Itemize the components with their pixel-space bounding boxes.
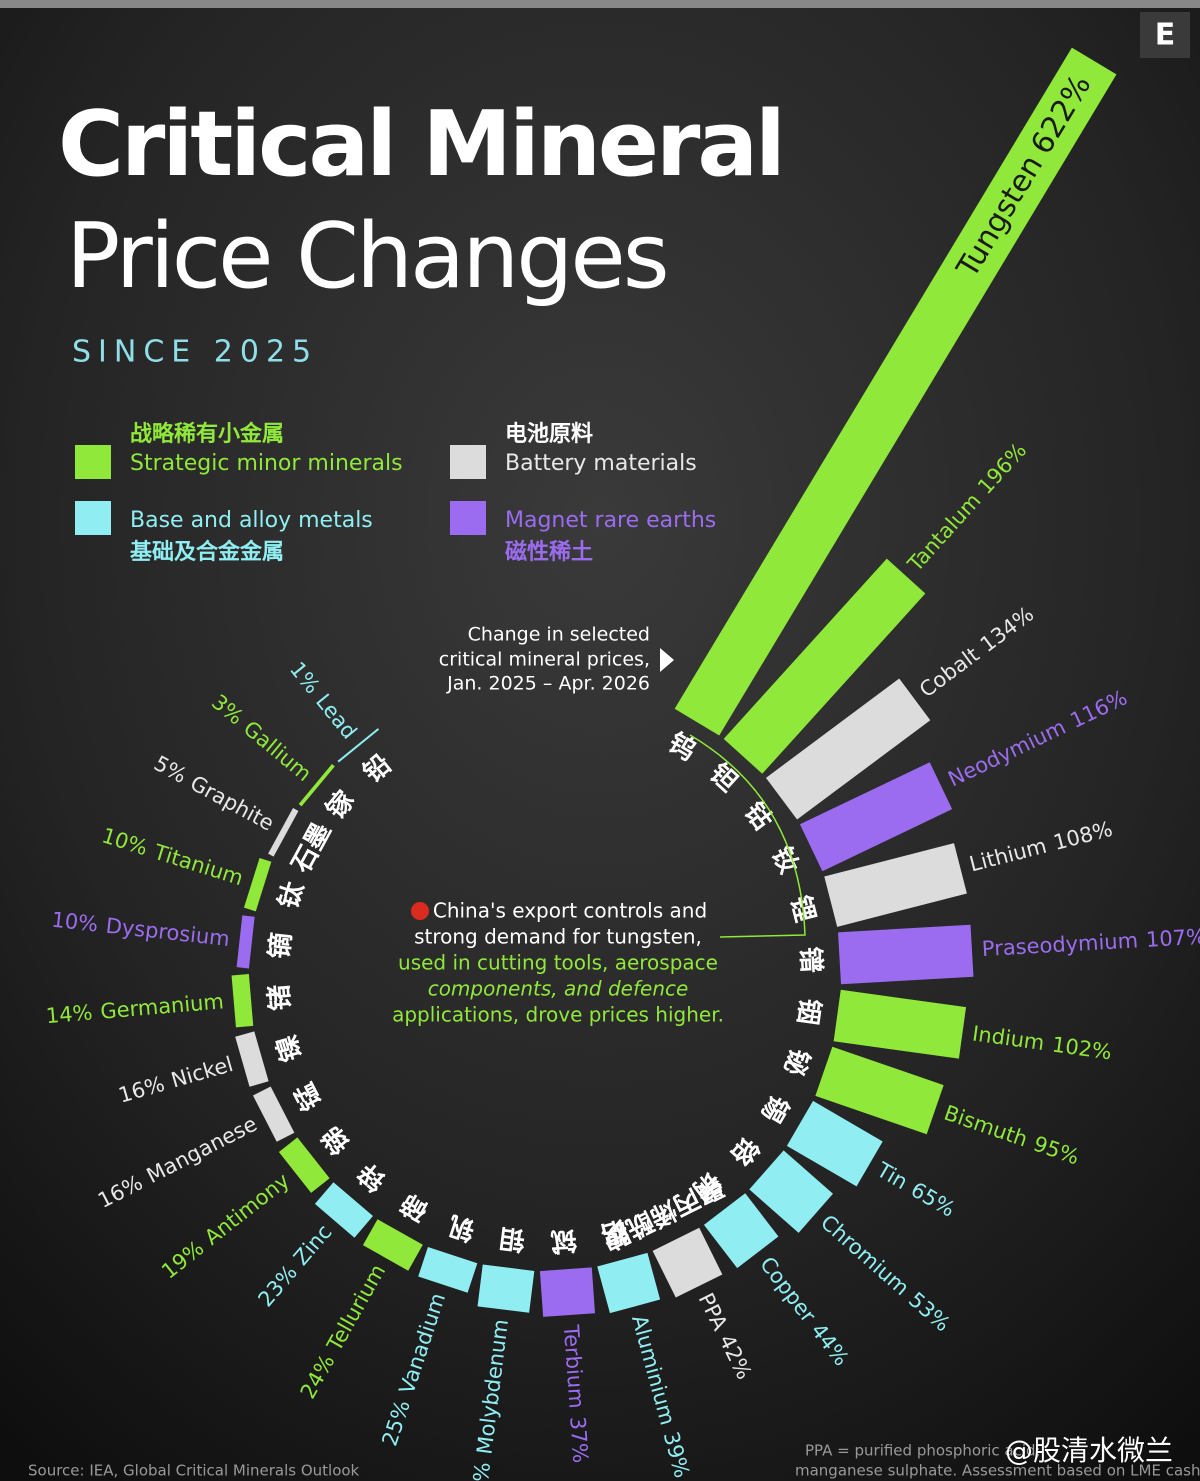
bar-label: Terbium 37% bbox=[559, 1323, 593, 1464]
annotation: China's export controls and bbox=[433, 899, 707, 923]
legend-swatch bbox=[75, 445, 111, 479]
title: Price Changes bbox=[66, 204, 667, 309]
value-label: 37% bbox=[565, 1416, 592, 1464]
bar bbox=[236, 915, 255, 969]
bar bbox=[418, 1247, 478, 1293]
legend-label-zh: 战略稀有小金属 bbox=[130, 421, 284, 447]
annotation: Jan. 2025 – Apr. 2026 bbox=[446, 673, 650, 695]
bar bbox=[749, 1150, 833, 1233]
bar bbox=[824, 843, 967, 927]
bar bbox=[597, 1252, 661, 1314]
annotation: applications, drove prices higher. bbox=[392, 1003, 724, 1027]
legend-label-zh: 电池原料 bbox=[505, 422, 593, 447]
bar bbox=[799, 762, 953, 872]
value-label: 107% bbox=[1145, 924, 1200, 951]
bar bbox=[268, 807, 299, 857]
annotation: components, and defence bbox=[428, 977, 689, 1001]
flag-icon bbox=[411, 902, 429, 920]
legend-label: Battery materials bbox=[505, 451, 697, 476]
legend-swatch bbox=[450, 445, 486, 479]
bar bbox=[652, 1227, 723, 1298]
value-label: 14% bbox=[45, 1000, 94, 1028]
legend-swatch bbox=[450, 501, 486, 535]
bar bbox=[786, 1100, 883, 1187]
annotation: Change in selected bbox=[468, 624, 650, 646]
logo-box bbox=[1140, 12, 1190, 58]
bar bbox=[362, 1219, 423, 1271]
bar bbox=[298, 763, 335, 807]
bar bbox=[243, 858, 272, 912]
category-name-zh: 镨 bbox=[794, 946, 825, 974]
note-connector bbox=[689, 734, 806, 938]
legend-label: Strategic minor minerals bbox=[130, 451, 403, 476]
category-name-zh: 铽 bbox=[550, 1224, 578, 1256]
bar bbox=[235, 1031, 269, 1087]
bar bbox=[765, 678, 931, 820]
category-name-zh: 铟 bbox=[791, 997, 824, 1027]
bar bbox=[723, 558, 926, 774]
legend: 战略稀有小金属 Strategic minor minerals 电池原料 Batte… bbox=[75, 421, 716, 565]
legend-label-zh: 磁性稀土 bbox=[505, 539, 593, 565]
bar bbox=[337, 728, 380, 763]
top-border bbox=[0, 0, 1200, 8]
bar bbox=[539, 1267, 596, 1317]
category-name: Terbium bbox=[559, 1323, 589, 1409]
bar bbox=[231, 974, 254, 1028]
annotation: strong demand for tungsten, bbox=[414, 925, 702, 949]
bar bbox=[703, 1193, 779, 1269]
bar bbox=[833, 989, 967, 1059]
bar bbox=[674, 47, 1117, 736]
bar bbox=[477, 1264, 535, 1313]
bar bbox=[252, 1086, 295, 1142]
watermark: @股清水微兰 bbox=[1005, 1434, 1173, 1467]
category-name-zh: 镝 bbox=[264, 931, 298, 960]
bar bbox=[815, 1046, 944, 1135]
bar bbox=[838, 924, 974, 985]
footnote: manganese sulphate. Assessment based on … bbox=[795, 1462, 1200, 1480]
legend-label: Base and alloy metals bbox=[130, 508, 373, 533]
note: China's export controls and strong deman… bbox=[392, 899, 724, 1027]
subtitle: SINCE 2025 bbox=[72, 335, 318, 370]
logo: E bbox=[1155, 18, 1176, 53]
arrow-marker bbox=[660, 648, 674, 672]
value-label: 34% bbox=[466, 1461, 496, 1481]
annotation: critical mineral prices, bbox=[439, 649, 650, 671]
category-name-zh: 钼 bbox=[497, 1222, 527, 1255]
bar bbox=[278, 1137, 330, 1193]
category-name-zh: 锗 bbox=[264, 983, 296, 1011]
legend-label: Magnet rare earths bbox=[505, 508, 716, 533]
bar bbox=[314, 1182, 373, 1238]
title: Critical Mineral bbox=[58, 92, 783, 197]
value-label: 10% bbox=[50, 908, 99, 937]
footnote: PPA = purified phosphoric acid; bbox=[805, 1442, 1041, 1460]
source: Source: IEA, Global Critical Minerals Ou… bbox=[28, 1462, 360, 1480]
annotation: used in cutting tools, aerospace bbox=[398, 951, 718, 975]
legend-swatch bbox=[75, 501, 111, 535]
legend-label-zh: 基础及合金金属 bbox=[130, 539, 284, 565]
chart-label: Change in selected critical mineral pric… bbox=[439, 624, 650, 695]
